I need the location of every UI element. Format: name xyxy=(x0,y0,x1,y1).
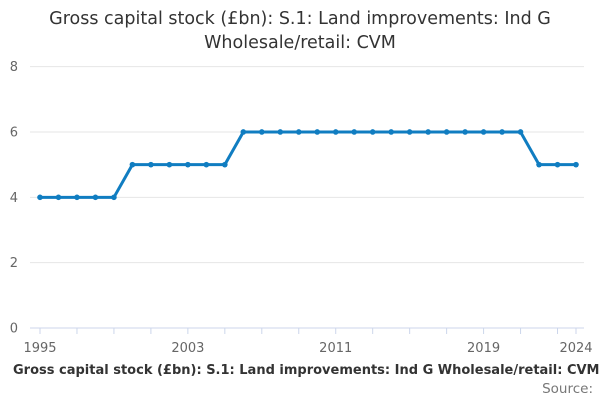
data-point xyxy=(55,194,62,201)
source-label: Source: xyxy=(542,381,593,397)
data-point xyxy=(351,129,358,135)
data-point xyxy=(499,129,505,135)
data-point xyxy=(425,129,431,135)
data-point xyxy=(462,129,468,135)
data-point xyxy=(166,161,173,168)
x-axis-label: 2024 xyxy=(559,341,592,356)
data-point xyxy=(295,129,302,135)
data-point xyxy=(203,161,210,168)
series-line xyxy=(38,130,578,199)
data-point xyxy=(536,161,542,168)
data-point xyxy=(443,129,450,135)
y-axis-label: 0 xyxy=(10,322,18,337)
data-point xyxy=(573,161,579,168)
data-point xyxy=(369,129,376,135)
data-point xyxy=(240,129,247,135)
x-axis-label: 2011 xyxy=(319,341,352,356)
data-point xyxy=(129,161,136,168)
chart-title: Gross capital stock (£bn): S.1: Land imp… xyxy=(0,7,600,55)
chart-title-line2: Wholesale/retail: CVM xyxy=(204,33,396,53)
y-axis-label: 6 xyxy=(10,125,18,140)
data-point xyxy=(148,161,154,168)
data-point xyxy=(222,161,228,168)
data-point xyxy=(406,129,413,135)
data-point xyxy=(314,129,321,135)
data-point xyxy=(111,194,117,201)
data-point xyxy=(74,194,80,201)
x-axis-label: 1995 xyxy=(23,341,56,356)
data-point xyxy=(277,129,284,135)
legend-item[interactable]: Gross capital stock (£bn): S.1: Land imp… xyxy=(8,363,600,378)
data-point xyxy=(554,161,561,168)
y-axis-label: 4 xyxy=(10,191,18,206)
data-point xyxy=(37,194,43,201)
data-point xyxy=(258,129,265,135)
data-point xyxy=(92,194,99,201)
y-axis-label: 2 xyxy=(10,256,18,271)
chart-title-line1: Gross capital stock (£bn): S.1: Land imp… xyxy=(49,9,551,29)
data-point xyxy=(388,129,394,135)
legend-label: Gross capital stock (£bn): S.1: Land imp… xyxy=(13,363,600,378)
data-point xyxy=(332,129,339,135)
data-point xyxy=(517,129,524,135)
data-point xyxy=(185,161,191,168)
y-axis-label: 8 xyxy=(10,60,18,75)
x-axis-label: 2019 xyxy=(467,341,500,356)
x-axis-label: 2003 xyxy=(171,341,204,356)
data-point xyxy=(480,129,487,135)
